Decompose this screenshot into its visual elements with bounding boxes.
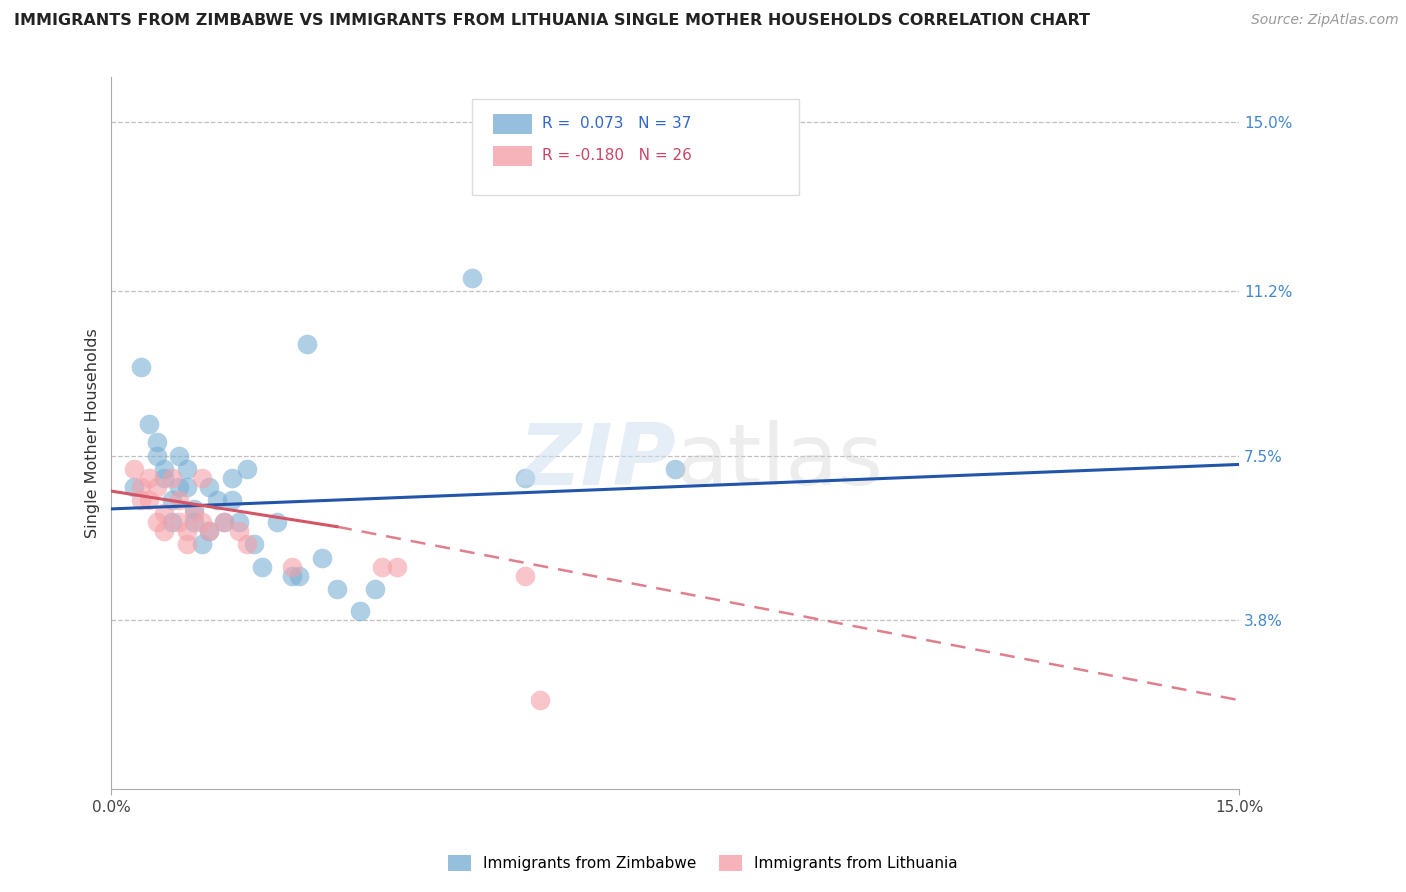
Point <box>138 471 160 485</box>
Point <box>122 480 145 494</box>
Point <box>176 524 198 538</box>
Point <box>198 524 221 538</box>
Point <box>183 502 205 516</box>
Point <box>529 693 551 707</box>
Point <box>198 524 221 538</box>
Point <box>160 515 183 529</box>
Point <box>513 568 536 582</box>
Point <box>236 537 259 551</box>
Point <box>281 568 304 582</box>
FancyBboxPatch shape <box>492 114 531 135</box>
Point <box>349 604 371 618</box>
Point <box>190 537 212 551</box>
Text: R = -0.180   N = 26: R = -0.180 N = 26 <box>543 148 692 163</box>
Point <box>153 462 176 476</box>
Point <box>167 449 190 463</box>
Point <box>145 449 167 463</box>
Point <box>160 471 183 485</box>
Point <box>243 537 266 551</box>
Point <box>461 270 484 285</box>
Y-axis label: Single Mother Households: Single Mother Households <box>86 328 100 538</box>
Point <box>266 515 288 529</box>
Point <box>131 493 153 508</box>
Point <box>228 524 250 538</box>
Point <box>167 515 190 529</box>
Point <box>371 559 394 574</box>
Text: Source: ZipAtlas.com: Source: ZipAtlas.com <box>1251 13 1399 28</box>
Point <box>311 550 333 565</box>
Point <box>145 480 167 494</box>
Point <box>281 559 304 574</box>
Point <box>190 515 212 529</box>
Point <box>167 493 190 508</box>
FancyBboxPatch shape <box>492 146 531 167</box>
Point <box>160 493 183 508</box>
Point <box>176 462 198 476</box>
Point <box>205 493 228 508</box>
Point <box>153 471 176 485</box>
Text: R =  0.073   N = 37: R = 0.073 N = 37 <box>543 116 692 131</box>
Point <box>183 507 205 521</box>
Point <box>363 582 385 596</box>
Legend: Immigrants from Zimbabwe, Immigrants from Lithuania: Immigrants from Zimbabwe, Immigrants fro… <box>441 849 965 877</box>
Point <box>295 337 318 351</box>
Point <box>221 471 243 485</box>
Point <box>122 462 145 476</box>
Point <box>131 359 153 374</box>
Point <box>198 480 221 494</box>
Point <box>153 524 176 538</box>
Point <box>212 515 235 529</box>
Point <box>664 462 686 476</box>
Point <box>250 559 273 574</box>
Point <box>190 471 212 485</box>
Point <box>176 537 198 551</box>
Point <box>326 582 349 596</box>
Point <box>145 435 167 450</box>
Point <box>236 462 259 476</box>
Point <box>183 515 205 529</box>
Point <box>385 559 408 574</box>
Point <box>153 507 176 521</box>
Point <box>167 480 190 494</box>
Text: IMMIGRANTS FROM ZIMBABWE VS IMMIGRANTS FROM LITHUANIA SINGLE MOTHER HOUSEHOLDS C: IMMIGRANTS FROM ZIMBABWE VS IMMIGRANTS F… <box>14 13 1090 29</box>
Point <box>145 515 167 529</box>
Point <box>221 493 243 508</box>
Point <box>513 471 536 485</box>
Point <box>176 480 198 494</box>
Point <box>131 480 153 494</box>
Text: atlas: atlas <box>675 420 883 503</box>
Point <box>138 417 160 432</box>
FancyBboxPatch shape <box>472 99 800 194</box>
Point <box>212 515 235 529</box>
Point <box>228 515 250 529</box>
Point <box>288 568 311 582</box>
Text: ZIP: ZIP <box>517 420 675 503</box>
Point <box>138 493 160 508</box>
